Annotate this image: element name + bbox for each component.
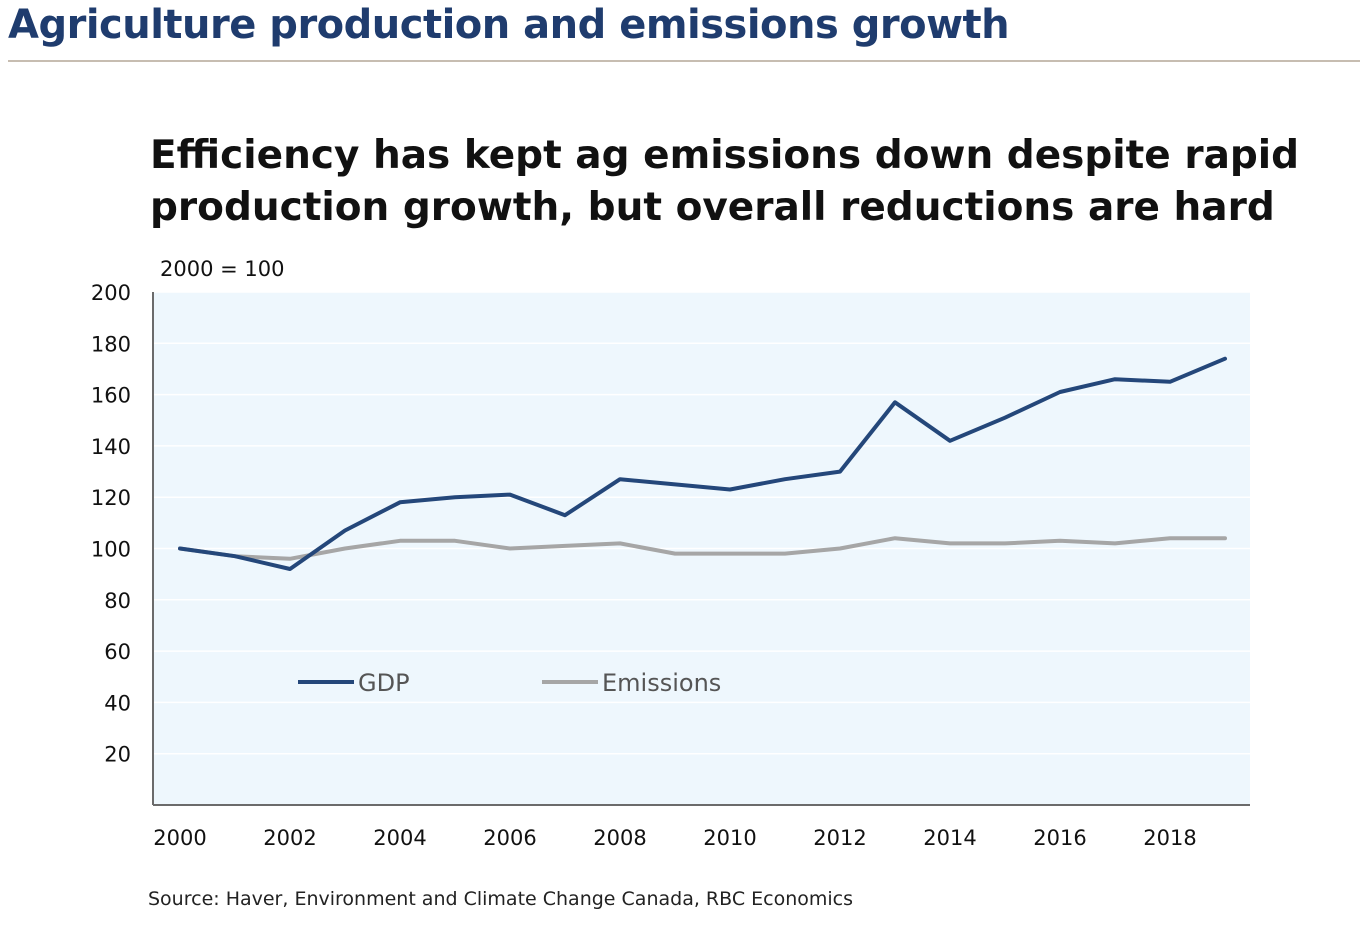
legend: GDP Emissions	[298, 669, 721, 697]
y-tick-label: 120	[91, 486, 131, 510]
y-tick-label: 160	[91, 384, 131, 408]
x-tick-label: 2014	[923, 826, 976, 850]
y-tick-label: 80	[104, 589, 131, 613]
y-tick-label: 200	[91, 281, 131, 305]
legend-label-gdp: GDP	[358, 669, 410, 697]
y-tick-label: 60	[104, 640, 131, 664]
x-tick-label: 2010	[703, 826, 756, 850]
emissions-series-line	[178, 536, 1227, 561]
x-tick-label: 2002	[263, 826, 316, 850]
y-axis-unit-label: 2000 = 100	[160, 257, 284, 281]
x-tick-label: 2006	[483, 826, 536, 850]
x-tick-label: 2000	[153, 826, 206, 850]
y-tick-label: 140	[91, 435, 131, 459]
slide-title: Agriculture production and emissions gro…	[8, 2, 1010, 48]
x-tick-label: 2012	[813, 826, 866, 850]
x-tick-label: 2018	[1143, 826, 1196, 850]
chart-title: Efficiency has kept ag emissions down de…	[150, 133, 1300, 230]
x-tick-label: 2016	[1033, 826, 1086, 850]
plot-area: 20 40 60 80 100 120 140 160 180 200 2000 2002 2004 20…	[91, 281, 1250, 850]
x-tick-label: 2008	[593, 826, 646, 850]
title-divider	[8, 60, 1360, 62]
source-note: Source: Haver, Environment and Climate C…	[148, 888, 853, 910]
y-tick-label: 20	[104, 743, 131, 767]
gdp-series-line	[178, 356, 1227, 571]
legend-label-emissions: Emissions	[602, 669, 721, 697]
y-tick-label: 100	[91, 538, 131, 562]
y-tick-label: 40	[104, 691, 131, 715]
x-tick-label: 2004	[373, 826, 426, 850]
y-tick-label: 180	[91, 332, 131, 356]
